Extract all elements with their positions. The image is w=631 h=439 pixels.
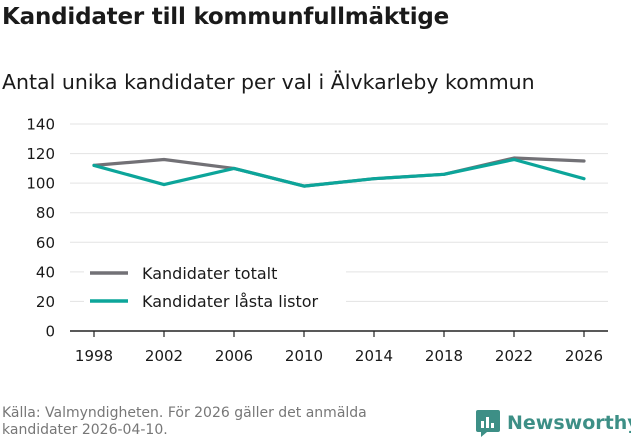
x-tick-label-2002: 2002 <box>145 347 183 365</box>
legend-label-locked-lists: Kandidater låsta listor <box>142 292 319 311</box>
legend: Kandidater totalt Kandidater låsta listor <box>84 261 346 313</box>
chart-title: Kandidater till kommunfullmäktige <box>2 4 450 30</box>
y-axis-ticks: 0 20 40 60 80 100 120 140 <box>26 116 55 341</box>
source-note: Källa: Valmyndigheten. För 2026 gäller d… <box>2 405 367 438</box>
x-tick-label-2006: 2006 <box>215 347 253 365</box>
y-tick-label-60: 60 <box>36 234 55 252</box>
chart-subtitle: Antal unika kandidater per val i Älvkarl… <box>2 70 535 94</box>
series-lines <box>92 156 586 188</box>
y-tick-label-80: 80 <box>36 204 55 222</box>
y-tick-label-140: 140 <box>26 116 55 134</box>
x-tick-label-1998: 1998 <box>75 347 113 365</box>
y-tick-label-100: 100 <box>26 175 55 193</box>
x-tick-label-2022: 2022 <box>495 347 533 365</box>
x-tick-label-2026: 2026 <box>565 347 603 365</box>
legend-label-total: Kandidater totalt <box>142 264 277 283</box>
brand-logo: Newsworthy <box>475 408 631 438</box>
x-tick-label-2018: 2018 <box>425 347 463 365</box>
y-tick-label-120: 120 <box>26 145 55 163</box>
newsworthy-logo-icon <box>476 410 500 437</box>
series-line-locked-lists <box>92 157 586 188</box>
y-tick-label-40: 40 <box>36 263 55 281</box>
y-tick-label-20: 20 <box>36 293 55 311</box>
x-tick-label-2014: 2014 <box>355 347 393 365</box>
line-chart: 0 20 40 60 80 100 120 140 1998 2002 2006 2010 2014 2… <box>26 116 608 365</box>
x-tick-label-2010: 2010 <box>285 347 323 365</box>
x-axis-ticks: 1998 2002 2006 2010 2014 2018 2022 2026 <box>75 331 603 365</box>
brand-name: Newsworthy <box>507 412 631 434</box>
y-tick-label-0: 0 <box>45 323 55 341</box>
